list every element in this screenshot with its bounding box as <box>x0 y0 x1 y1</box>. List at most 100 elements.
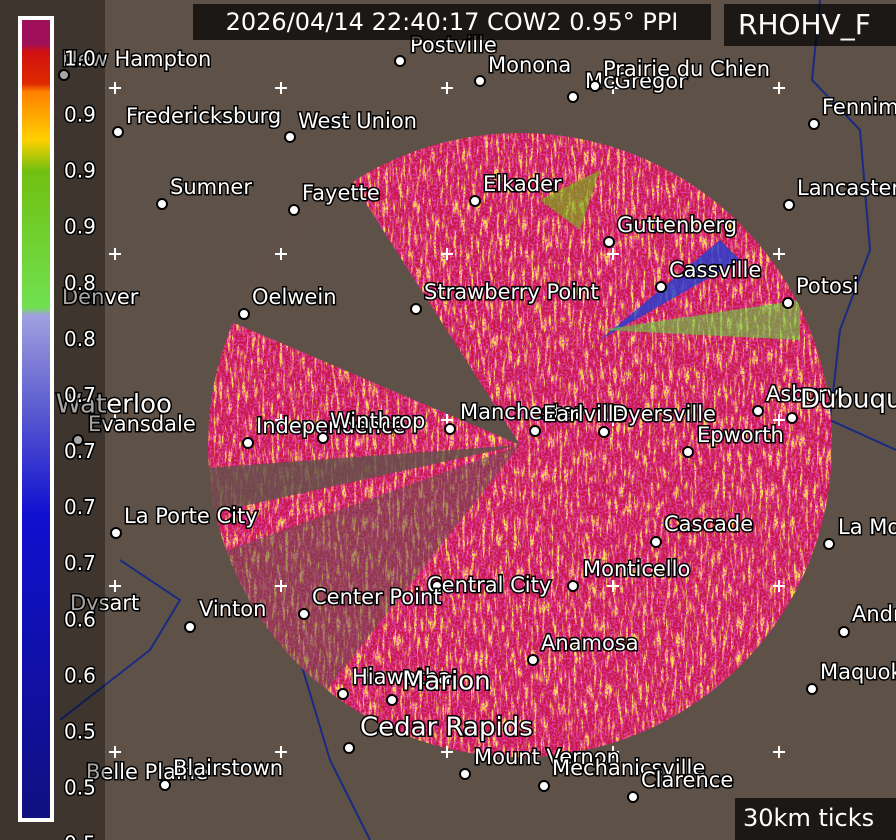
city-label: Guttenberg <box>617 213 737 237</box>
city-label: Manchester <box>460 400 583 424</box>
city-dot <box>567 91 579 103</box>
city-label: Oelwein <box>252 285 337 309</box>
range-tick <box>441 746 453 758</box>
city-label: Winthrop <box>330 409 425 433</box>
city-label: Cassville <box>669 258 761 282</box>
city-dot <box>317 432 329 444</box>
city-dot <box>782 297 794 309</box>
city-label: Earlville <box>543 402 626 426</box>
city-label: Evansdale <box>88 412 196 436</box>
city-dot <box>288 204 300 216</box>
city-dot <box>474 75 486 87</box>
range-tick <box>607 580 619 592</box>
river <box>59 559 182 721</box>
range-tick <box>773 414 785 426</box>
city-dot <box>567 580 579 592</box>
city-label: Mechanicsville <box>552 756 705 780</box>
scale-note: 30km ticks <box>743 804 874 832</box>
city-label: Fredericksburg <box>126 104 281 128</box>
range-tick <box>109 82 121 94</box>
city-label: Maquoketa <box>820 660 896 684</box>
range-tick <box>773 82 785 94</box>
range-tick <box>275 248 287 260</box>
city-dot <box>110 527 122 539</box>
city-dot <box>786 412 798 424</box>
city-label: Denver <box>62 285 139 309</box>
range-ticks <box>109 82 785 758</box>
city-dot <box>527 654 539 666</box>
city-label: Dubuque <box>800 385 896 415</box>
colorbar-label: 0.7 <box>64 383 96 407</box>
city-label: Independence <box>256 414 405 438</box>
product-box <box>724 4 896 46</box>
city-dot <box>783 199 795 211</box>
colorbar-label: 0.5 <box>64 832 96 840</box>
city-label: Epworth <box>697 423 784 447</box>
colorbar-label: 0.6 <box>64 663 96 687</box>
city-dot <box>806 683 818 695</box>
range-tick <box>109 746 121 758</box>
range-tick <box>773 580 785 592</box>
city-label: La Motte <box>838 515 896 539</box>
range-tick <box>607 414 619 426</box>
city-dot <box>156 198 168 210</box>
colorbar-label: 1.0 <box>64 47 96 71</box>
colorbar-label: 0.7 <box>64 551 96 575</box>
city-label: Dysart <box>70 591 139 615</box>
city-label: Fennimore <box>822 95 896 119</box>
range-tick <box>607 746 619 758</box>
range-tick <box>275 82 287 94</box>
city-dot <box>386 694 398 706</box>
city-label: Clarence <box>641 768 733 792</box>
city-dot <box>529 425 541 437</box>
city-dot <box>655 281 667 293</box>
city-label: La Porte City <box>124 504 258 528</box>
range-tick <box>109 414 121 426</box>
header-title: 2026/04/14 22:40:17 COW2 0.95° PPI <box>226 8 679 36</box>
city-label: Center Point <box>312 585 442 609</box>
scale-box <box>735 798 896 840</box>
city-dot <box>394 55 406 67</box>
city-label: Elkader <box>483 172 562 196</box>
city-label: Central City <box>427 573 551 597</box>
city-label: Mount Vernon <box>474 745 620 769</box>
city-dot <box>159 779 171 791</box>
colorbar-label: 0.9 <box>64 215 96 239</box>
city-label: Lancaster <box>797 176 896 200</box>
range-tick <box>607 82 619 94</box>
city-label: Marion <box>402 667 491 697</box>
range-tick <box>441 82 453 94</box>
city-dot <box>238 308 250 320</box>
city-label: Monona <box>488 53 571 77</box>
product-label: RHOHV_F <box>738 8 871 41</box>
city-label: Potosi <box>796 274 859 298</box>
city-dot <box>823 538 835 550</box>
city-layer: New HamptonPostvilleMononaMcGregorPrairi… <box>55 32 896 803</box>
city-dot <box>808 118 820 130</box>
city-label: Andrew <box>852 602 896 626</box>
city-label: Fayette <box>302 181 380 205</box>
river <box>299 659 371 840</box>
city-label: Monticello <box>583 557 690 581</box>
city-dot <box>58 69 70 81</box>
city-dot <box>242 437 254 449</box>
city-dot <box>589 80 601 92</box>
range-tick <box>275 414 287 426</box>
range-tick <box>275 746 287 758</box>
range-tick <box>773 746 785 758</box>
city-label: Waterloo <box>56 390 172 420</box>
city-label: Cedar Rapids <box>360 713 533 743</box>
city-dot <box>538 780 550 792</box>
city-dot <box>838 626 850 638</box>
city-label: Belle Plaine <box>86 760 208 784</box>
range-tick <box>441 248 453 260</box>
city-dot <box>650 536 662 548</box>
colorbar-label: 0.5 <box>64 776 96 800</box>
colorbar-label: 0.7 <box>64 439 96 463</box>
header-box <box>193 4 711 40</box>
city-dot <box>627 791 639 803</box>
city-label: Hiawatha <box>352 665 451 689</box>
colorbar-label: 0.9 <box>64 159 96 183</box>
city-dot <box>72 434 84 446</box>
